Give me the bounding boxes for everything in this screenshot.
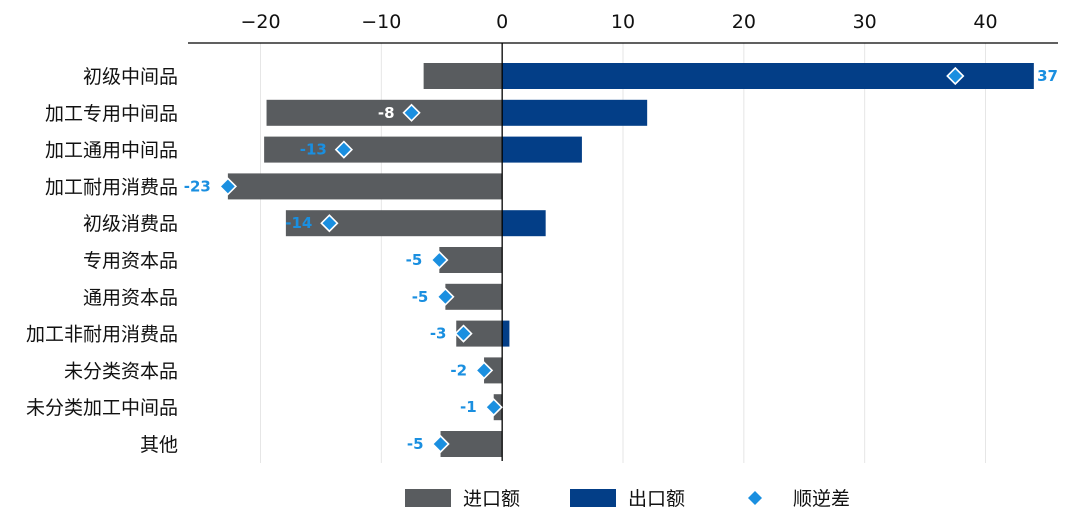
balance-diamond [334, 140, 354, 159]
legend-swatch [570, 489, 616, 507]
balance-label: -5 [406, 251, 423, 269]
balance-diamond [436, 287, 455, 306]
x-axis: −20 −10 0 10 20 30 40 [188, 11, 1058, 461]
category-label: 专用资本品 [83, 250, 178, 272]
category-label: 加工通用中间品 [45, 140, 178, 162]
legend: 进口额 出口额 顺逆差 [405, 488, 850, 510]
legend-diamond [748, 491, 762, 505]
balance-label: 37 [1037, 67, 1058, 85]
category-labels: 初级中间品加工专用中间品加工通用中间品加工耐用消费品初级消费品专用资本品通用资本… [26, 66, 178, 456]
balance-diamond [218, 177, 238, 196]
balance-label: -23 [184, 177, 211, 195]
x-tick-label: 10 [611, 11, 635, 33]
balance-label: -5 [412, 288, 429, 306]
category-label: 其他 [140, 434, 178, 456]
import-bar [439, 247, 503, 273]
category-label: 加工耐用消费品 [45, 176, 178, 198]
balance-diamond [431, 434, 450, 454]
balance-diamond [402, 103, 421, 122]
balance-diamond [946, 66, 965, 86]
export-bar [502, 320, 510, 347]
x-tick-label: 30 [853, 11, 877, 33]
category-label: 加工专用中间品 [45, 103, 178, 125]
category-label: 通用资本品 [83, 287, 178, 309]
export-bar [502, 99, 648, 126]
import-bar [227, 173, 503, 200]
balance-label: -5 [407, 435, 424, 453]
balance-label: -3 [430, 325, 447, 343]
category-label: 加工非耐用消费品 [26, 324, 178, 346]
balance-label: -8 [378, 104, 395, 122]
import-bar [440, 431, 503, 457]
import-bar [264, 136, 503, 163]
data-labels: 37 -8 -13 -23 -14 -5 -5 -3-2 -1 -5 [184, 67, 1058, 453]
balance-markers [218, 66, 965, 454]
x-tick-label: 20 [732, 11, 756, 33]
category-label: 未分类资本品 [64, 360, 178, 382]
import-bar [423, 63, 503, 89]
legend-swatch [405, 489, 451, 507]
export-bar [502, 210, 546, 237]
balance-diamond [484, 398, 503, 417]
x-tick-label: −10 [361, 11, 401, 33]
legend-label: 出口额 [628, 488, 685, 510]
legend-label: 进口额 [463, 488, 520, 510]
balance-diamond [430, 250, 449, 270]
export-bar [502, 136, 582, 163]
import-bar [266, 99, 503, 126]
balance-label: -13 [300, 141, 327, 159]
balance-diamond [454, 324, 473, 343]
export-bar [502, 63, 1034, 89]
x-tick-label: 40 [973, 11, 997, 33]
import-bar [285, 210, 503, 237]
bars [227, 63, 1034, 457]
balance-label: -14 [285, 214, 312, 232]
x-tick-label: −20 [240, 11, 280, 33]
balance-diamond [320, 214, 339, 233]
legend-label: 顺逆差 [793, 488, 850, 510]
balance-diamond [474, 361, 494, 380]
x-tick-label: 0 [496, 11, 508, 33]
balance-label: -1 [460, 398, 477, 416]
category-label: 初级中间品 [83, 66, 178, 88]
import-bar [445, 283, 503, 310]
category-label: 初级消费品 [83, 213, 178, 235]
balance-label: -2 [450, 361, 467, 379]
category-label: 未分类加工中间品 [26, 397, 178, 419]
